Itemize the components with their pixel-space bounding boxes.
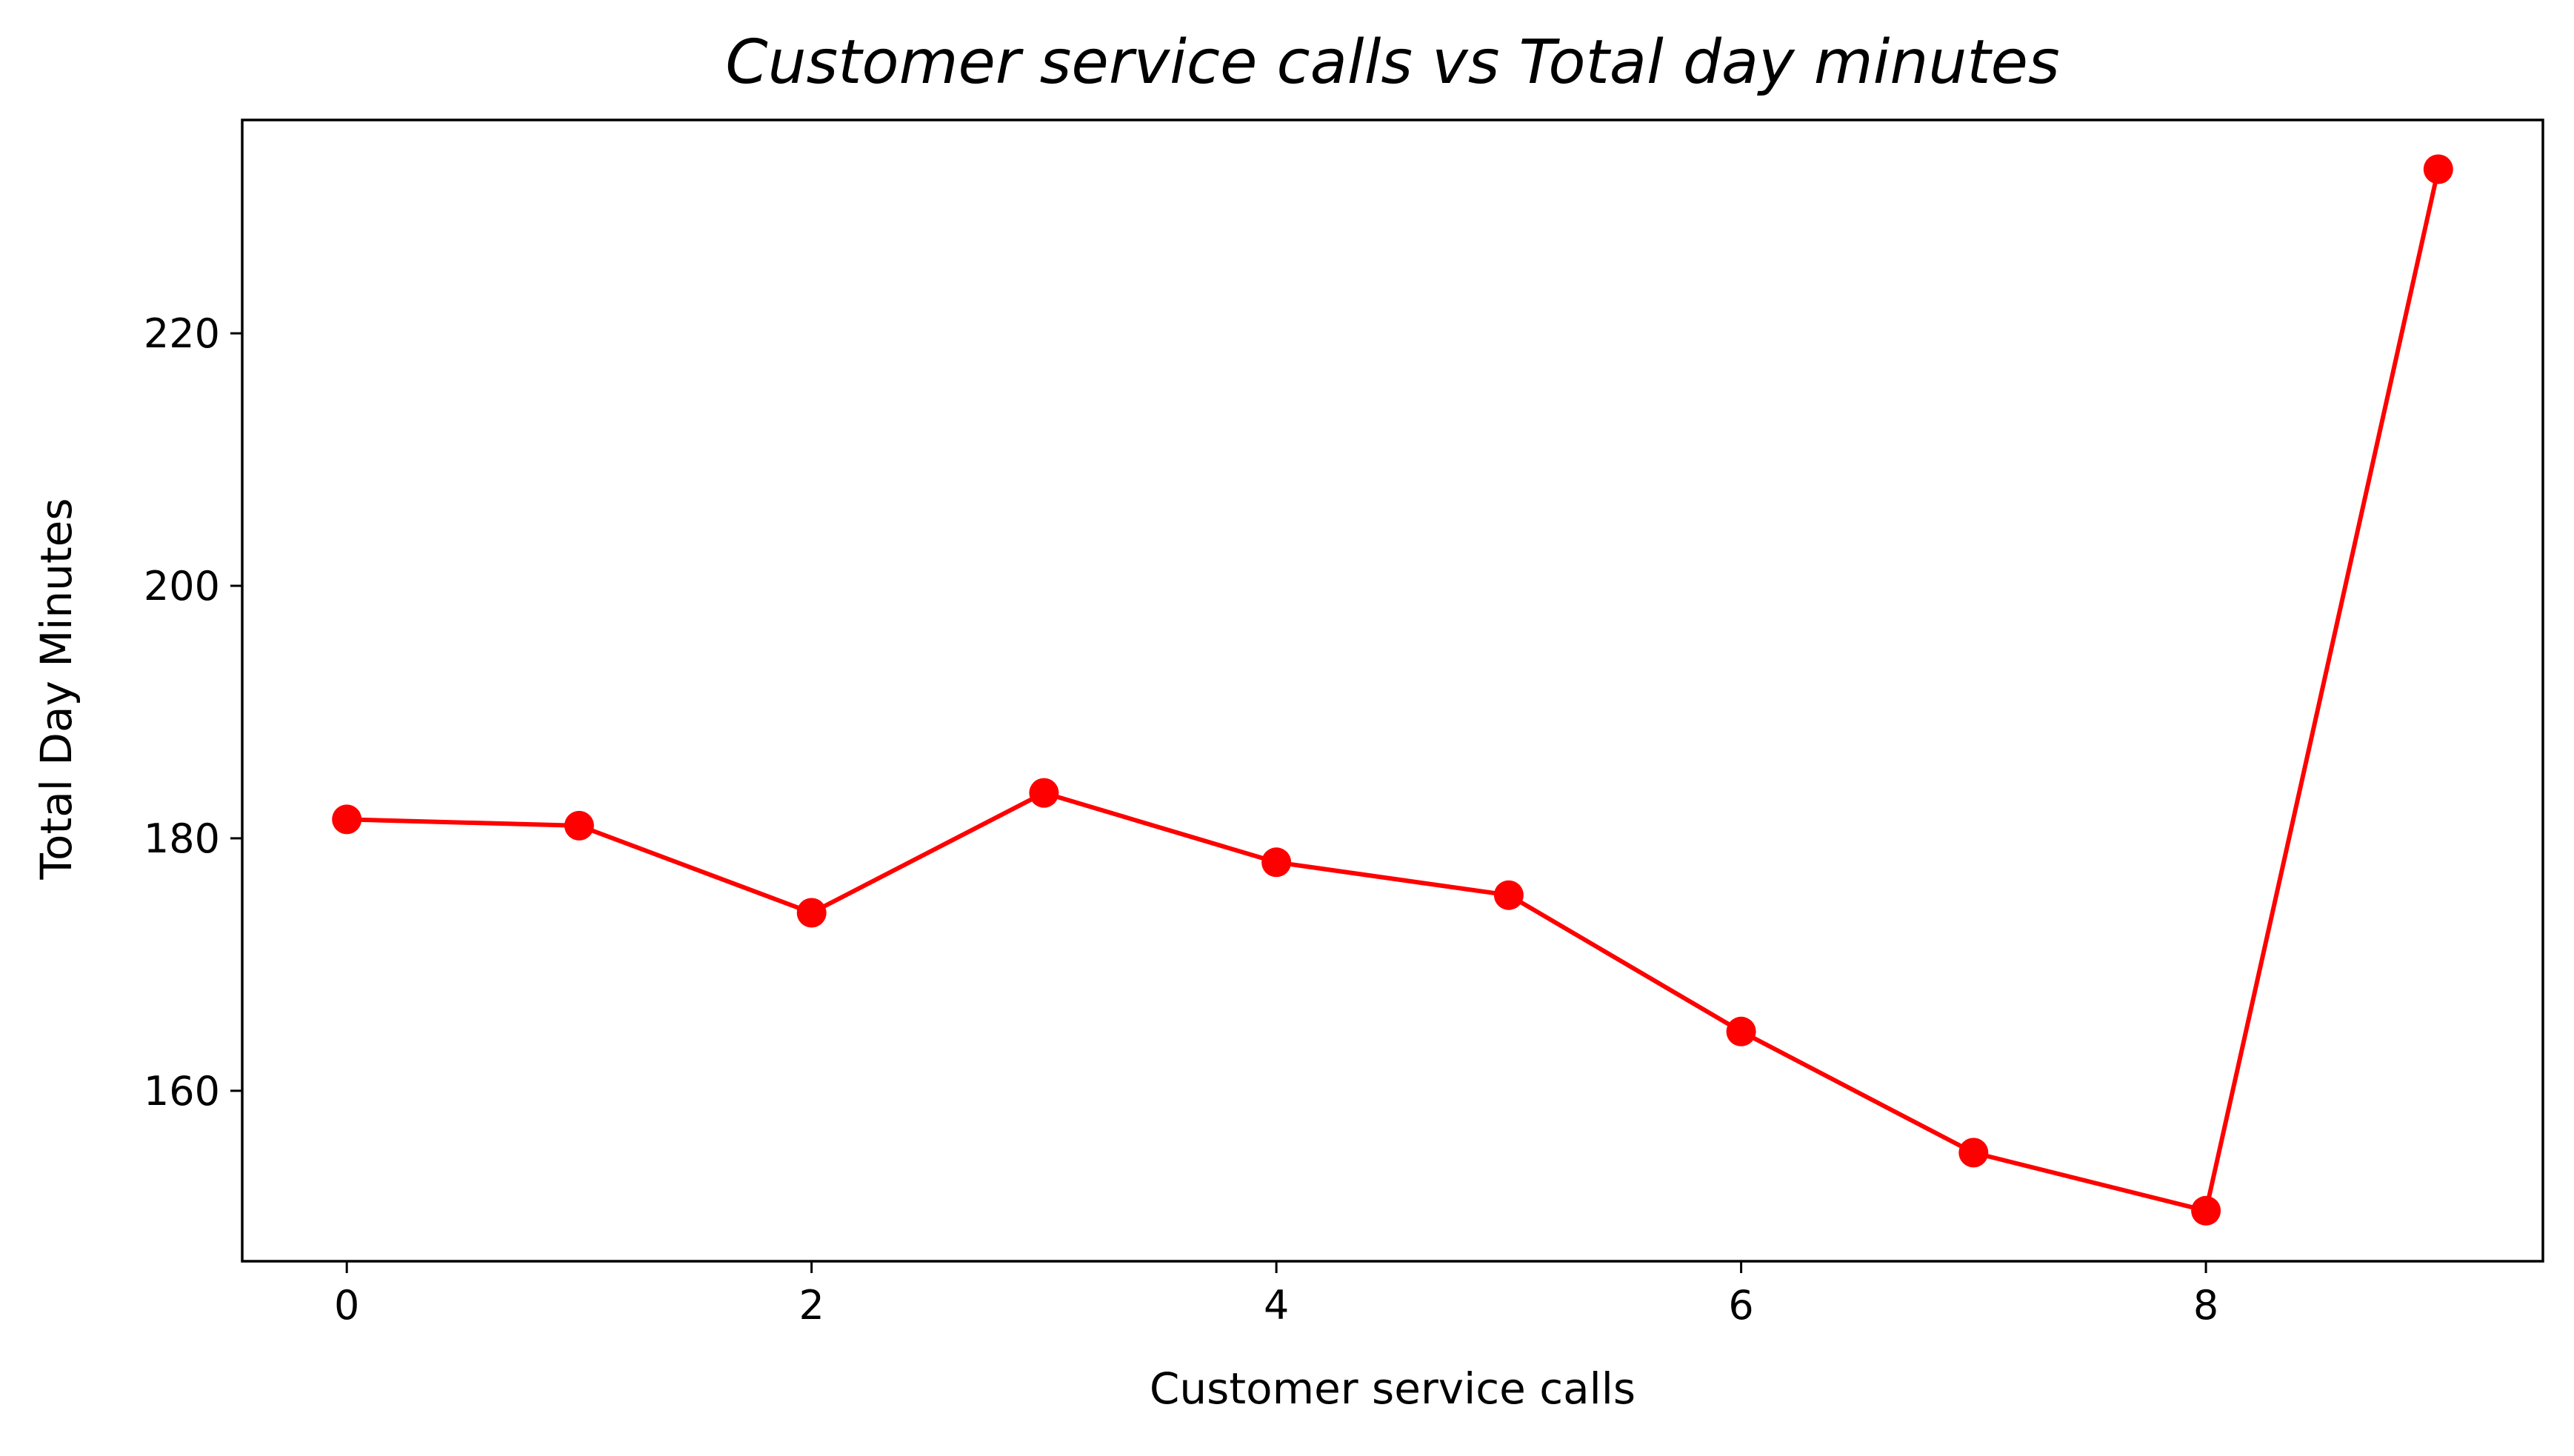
data-point xyxy=(796,898,827,928)
data-point xyxy=(1958,1138,1989,1168)
x-axis-label: Customer service calls xyxy=(1150,1363,1636,1414)
x-tick-label: 0 xyxy=(334,1282,359,1329)
data-point xyxy=(1261,847,1292,878)
data-point xyxy=(1029,778,1059,808)
y-axis-label: Total Day Minutes xyxy=(31,498,81,880)
y-tick-label: 180 xyxy=(144,815,220,862)
data-point xyxy=(2423,154,2453,184)
y-tick-label: 220 xyxy=(144,310,220,357)
data-point xyxy=(332,804,362,835)
y-tick-label: 200 xyxy=(144,563,220,610)
y-tick-label: 160 xyxy=(144,1068,220,1115)
x-tick-label: 6 xyxy=(1728,1282,1753,1329)
chart-title: Customer service calls vs Total day minu… xyxy=(725,27,2059,98)
axes: 0 2 4 6 8 160 180 200 220 xyxy=(144,118,2544,1329)
x-tick-label: 4 xyxy=(1264,1282,1289,1329)
data-point xyxy=(1493,880,1524,910)
x-tick-label: 2 xyxy=(798,1282,824,1329)
series-line xyxy=(347,168,2441,1213)
data-point xyxy=(564,810,594,841)
data-point xyxy=(1726,1016,1756,1046)
plot-frame xyxy=(241,118,2544,1263)
data-point xyxy=(2191,1195,2221,1226)
plot-area xyxy=(332,154,2453,1226)
x-tick-label: 8 xyxy=(2193,1282,2218,1329)
